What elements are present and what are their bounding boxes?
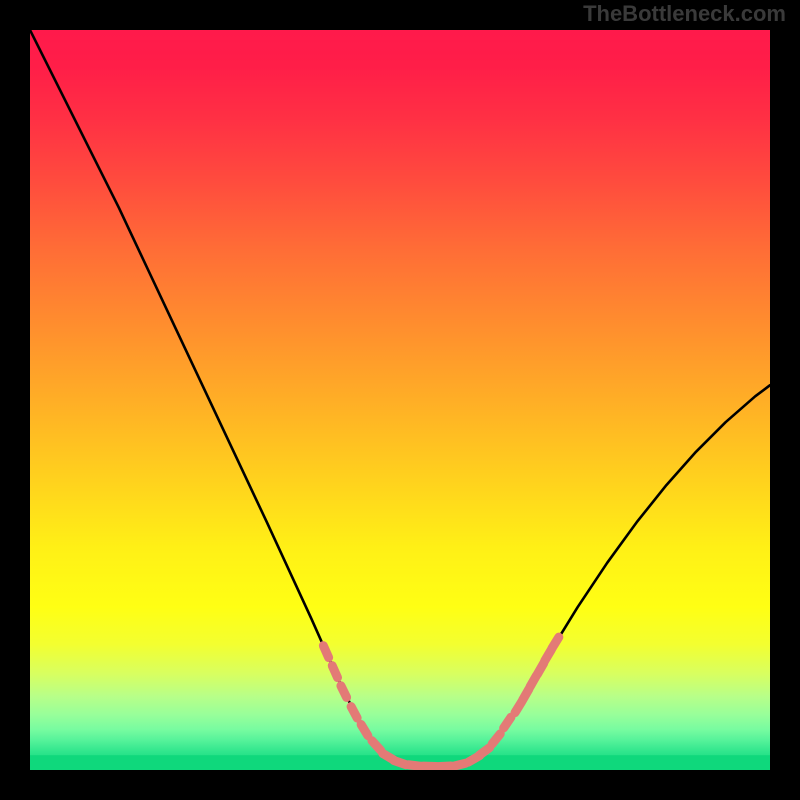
chart-frame: TheBottleneck.com <box>0 0 800 800</box>
plot-area <box>30 30 770 770</box>
watermark-label: TheBottleneck.com <box>583 1 786 27</box>
gradient-background <box>30 30 770 770</box>
chart-svg <box>30 30 770 770</box>
